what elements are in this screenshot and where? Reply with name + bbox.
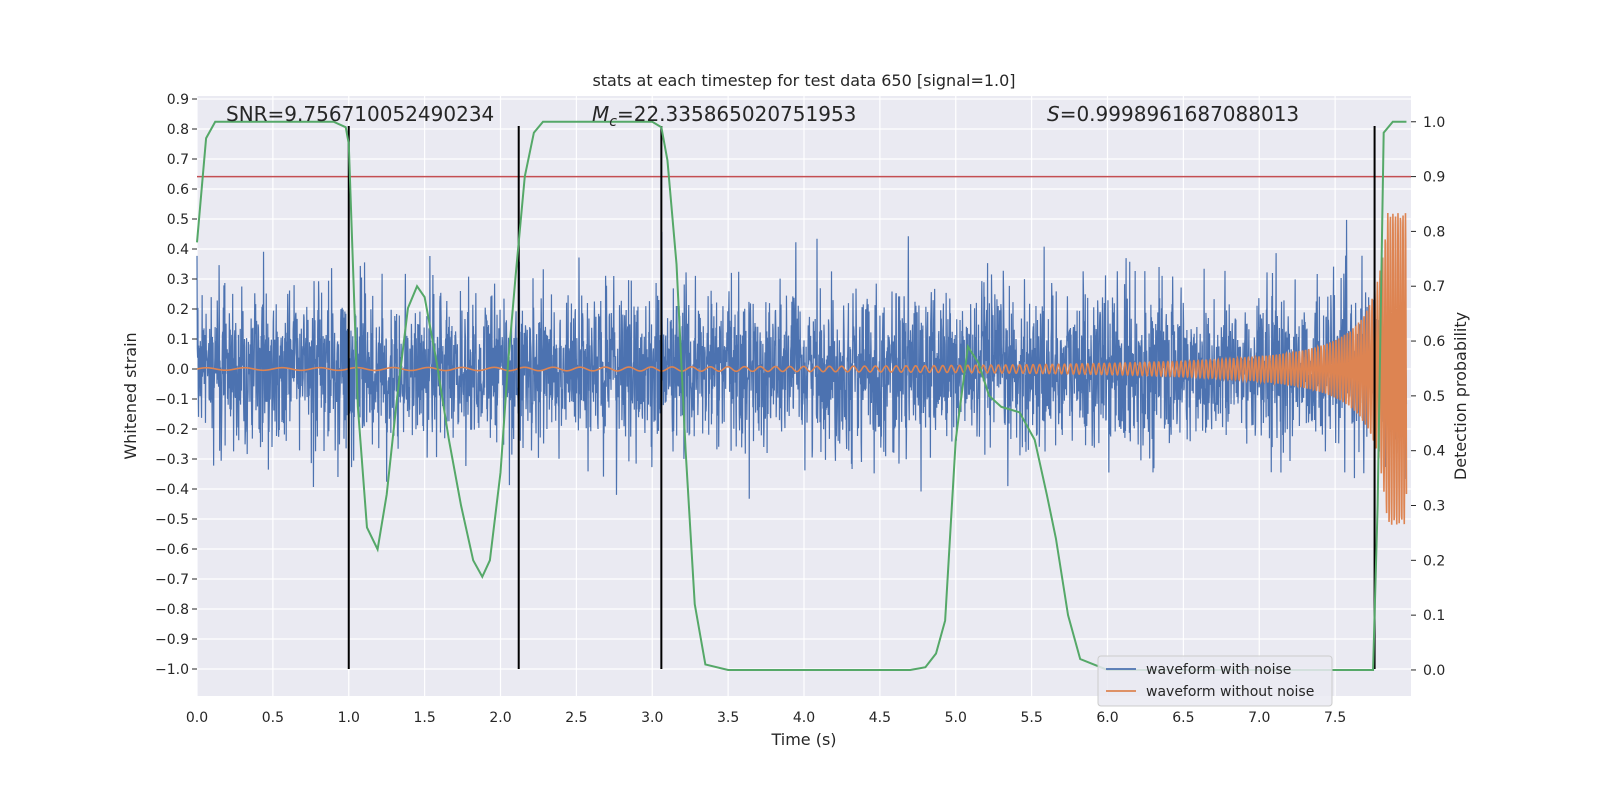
y2-tick-label: 0.7	[1423, 279, 1445, 295]
legend-label-clean: waveform without noise	[1146, 684, 1314, 700]
legend: waveform with noise waveform without noi…	[1097, 655, 1333, 707]
y-axis-left: 0.9 0.8 0.7 0.6 0.5 0.4 0.3 0.2 0.1 0.0 −0.1 −0.2 −0…	[155, 92, 197, 678]
y2-tick-label: 0.5	[1423, 389, 1445, 405]
y-tick-label: 0.2	[167, 302, 189, 318]
y-tick-label: 0.6	[167, 182, 189, 198]
y-tick-label: 0.5	[167, 212, 189, 228]
x-tick-label: 1.0	[338, 710, 360, 726]
x-tick-label: 4.0	[793, 710, 815, 726]
legend-label-noise: waveform with noise	[1146, 662, 1291, 678]
y2-tick-label: 0.2	[1423, 553, 1445, 569]
y-tick-label: −0.9	[155, 632, 189, 648]
y-tick-label: −0.8	[155, 602, 189, 618]
y-tick-label: −0.3	[155, 452, 189, 468]
y-tick-label: 0.7	[167, 152, 189, 168]
x-tick-label: 7.0	[1248, 710, 1270, 726]
x-tick-label: 5.5	[1020, 710, 1042, 726]
y-tick-label: −0.6	[155, 542, 189, 558]
series-line	[196, 120, 1407, 671]
score-symbol: S	[1047, 102, 1060, 126]
chirp-mass-annotation: Mc=22.335865020751953	[592, 102, 856, 130]
y2-tick-label: 0.1	[1423, 608, 1445, 624]
x-axis-label: Time (s)	[770, 730, 836, 749]
series-line	[196, 213, 1408, 525]
y-tick-label: 0.8	[167, 122, 189, 138]
y2-tick-label: 1.0	[1423, 115, 1445, 131]
y2-tick-label: 0.9	[1423, 170, 1445, 186]
y-tick-label: 0.1	[167, 332, 189, 348]
x-tick-label: 7.5	[1324, 710, 1346, 726]
score-value: =0.9998961687088013	[1060, 102, 1299, 126]
y-tick-label: 0.4	[167, 242, 189, 258]
y-tick-label: −1.0	[155, 662, 189, 678]
y2-tick-label: 0.3	[1423, 499, 1445, 515]
y-axis-right: 1.0 0.9 0.8 0.7 0.6 0.5 0.4 0.3 0.2 0.1 0.0	[1411, 115, 1445, 679]
x-tick-label: 1.5	[413, 710, 435, 726]
x-tick-label: 6.5	[1172, 710, 1194, 726]
y-tick-label: −0.5	[155, 512, 189, 528]
y-tick-label: −0.1	[155, 392, 189, 408]
legend-box	[1097, 655, 1333, 707]
waveform-without-noise-series	[196, 213, 1408, 525]
x-tick-label: 6.0	[1096, 710, 1118, 726]
y2-tick-label: 0.4	[1423, 444, 1445, 460]
detection-probability-series	[196, 120, 1407, 671]
y2-tick-label: 0.0	[1423, 663, 1445, 679]
y-tick-label: −0.4	[155, 482, 189, 498]
chirp-mass-value: =22.335865020751953	[617, 102, 856, 126]
snr-annotation: SNR=9.756710052490234	[226, 102, 494, 126]
chirp-mass-subscript: c	[609, 114, 617, 130]
chirp-mass-symbol: M	[592, 102, 609, 126]
score-annotation: S=0.9998961687088013	[1047, 102, 1299, 126]
y-tick-label: 0.3	[167, 272, 189, 288]
y2-tick-label: 0.8	[1423, 224, 1445, 240]
y-tick-label: 0.9	[167, 92, 189, 108]
x-tick-label: 3.0	[641, 710, 663, 726]
x-tick-label: 2.0	[489, 710, 511, 726]
x-tick-label: 4.5	[869, 710, 891, 726]
y2-tick-label: 0.6	[1423, 334, 1445, 350]
event-markers	[347, 126, 1376, 669]
y2-axis-label: Detection probability	[1451, 312, 1470, 480]
y-tick-label: −0.7	[155, 572, 189, 588]
x-tick-label: 5.0	[945, 710, 967, 726]
y-tick-label: −0.2	[155, 422, 189, 438]
y-axis-label: Whitened strain	[121, 332, 140, 459]
x-tick-label: 3.5	[717, 710, 739, 726]
x-tick-label: 0.0	[186, 710, 208, 726]
y-tick-label: 0.0	[167, 362, 189, 378]
x-tick-label: 0.5	[262, 710, 284, 726]
chart-title: stats at each timestep for test data 650…	[592, 71, 1015, 90]
x-tick-label: 2.5	[565, 710, 587, 726]
x-axis: 0.0 0.5 1.0 1.5 2.0 2.5 3.0 3.5 4.0 4.5 5.0 5.5 6.0 6…	[186, 710, 1346, 726]
